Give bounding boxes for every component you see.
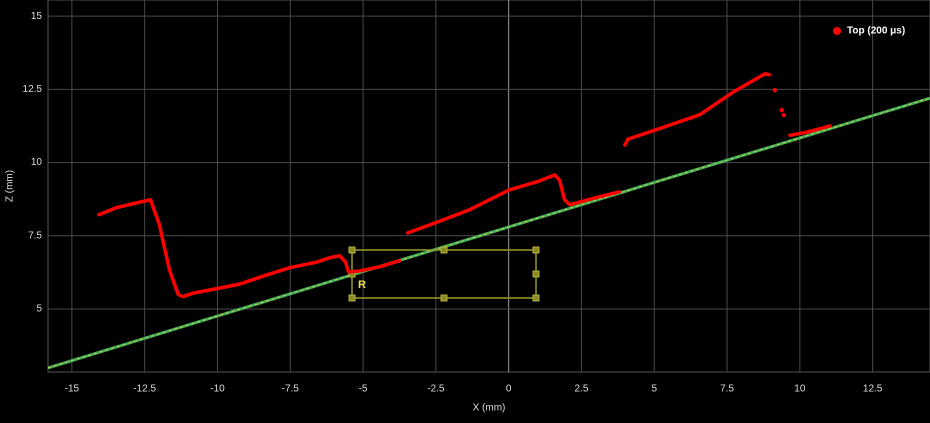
roi-handle [348, 294, 356, 302]
roi-handle [532, 246, 540, 254]
x-tick-label: -12.5 [133, 384, 156, 395]
y-tick-label: 10 [31, 157, 43, 168]
data-point [779, 107, 784, 113]
profile-line [405, 173, 622, 235]
y-axis-label: Z (mm) [5, 170, 16, 202]
roi-handle [532, 270, 540, 278]
roi-handle [532, 294, 540, 302]
x-tick-label: 0 [506, 384, 512, 395]
profile-line [97, 198, 402, 299]
x-tick-label: 12.5 [863, 384, 883, 395]
roi-label: R [358, 279, 366, 291]
plot-area [47, 0, 930, 373]
y-tick-label: 15 [31, 11, 43, 22]
data-point [772, 88, 777, 93]
x-tick-label: -7.5 [282, 384, 300, 395]
roi-handle [440, 294, 448, 302]
y-tick-label: 12.5 [23, 84, 43, 95]
x-axis-label: X (mm) [473, 403, 506, 414]
x-tick-label: -2.5 [427, 384, 445, 395]
y-tick-label: 5 [36, 304, 42, 315]
profile-line [788, 124, 832, 138]
roi-handle [440, 246, 448, 254]
roi-handle [348, 246, 356, 254]
x-tick-label: -15 [65, 384, 80, 395]
data-point [781, 112, 787, 118]
fit-line-dash [47, 97, 930, 369]
x-tick-label: 2.5 [574, 384, 588, 395]
x-tick-label: -5 [359, 384, 368, 395]
y-tick-label: 7.5 [28, 230, 42, 241]
legend-label: Top (200 μs) [847, 26, 905, 37]
legend-marker [833, 27, 841, 35]
roi: R [348, 246, 540, 302]
x-tick-label: 5 [651, 384, 657, 395]
x-tick-label: 7.5 [720, 384, 734, 395]
x-tick-label: 10 [794, 384, 806, 395]
x-tick-label: -10 [210, 384, 225, 395]
profile-line [623, 72, 772, 147]
